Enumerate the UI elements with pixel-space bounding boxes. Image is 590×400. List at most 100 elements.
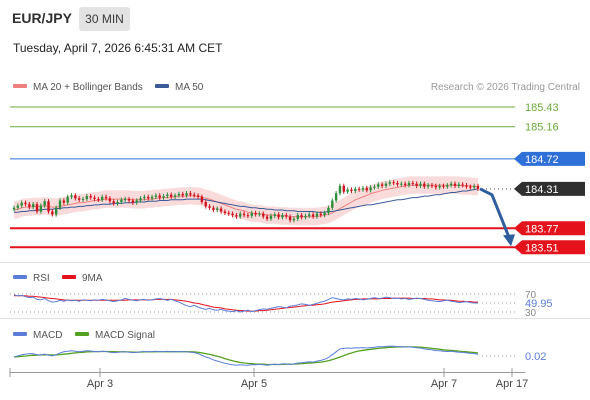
candle (43, 199, 46, 208)
candle (242, 211, 246, 218)
candle-body (415, 183, 418, 186)
candle-body (143, 196, 146, 199)
candle-body (74, 195, 77, 199)
candle (373, 184, 376, 190)
candle-body (150, 196, 154, 199)
candle-body (47, 201, 50, 212)
candle (100, 194, 104, 202)
candle (170, 192, 173, 200)
candle (315, 211, 319, 219)
candle-body (308, 214, 311, 216)
candle (51, 209, 54, 217)
candle (365, 185, 368, 193)
ma20-line (13, 184, 478, 218)
candle (31, 201, 35, 210)
candle (20, 200, 23, 208)
candle-body (193, 194, 196, 196)
candle (323, 210, 326, 218)
candle-body (89, 196, 92, 198)
candle (281, 212, 284, 220)
candle (124, 196, 127, 202)
candle (235, 212, 238, 219)
candle (173, 193, 177, 200)
candle-body (461, 184, 464, 186)
candle (120, 197, 123, 205)
candle-body (380, 184, 384, 186)
candle-body (54, 207, 58, 215)
candle (181, 191, 184, 198)
candle (154, 193, 158, 200)
candle-body (369, 187, 372, 191)
candle (193, 192, 196, 198)
rsi-level-label: 70 (525, 290, 537, 301)
candle (311, 212, 315, 219)
candle (58, 198, 62, 211)
candle (327, 205, 330, 216)
candle-body (453, 183, 457, 186)
candle-body (423, 183, 426, 187)
candle (419, 181, 422, 189)
legend-swatch-macd-signal (75, 332, 89, 336)
candle-body (465, 185, 468, 187)
candle (277, 212, 280, 220)
candle-body (346, 189, 349, 192)
candle (47, 199, 50, 214)
candle-body (196, 195, 200, 197)
candle-body (239, 213, 242, 217)
candle-body (442, 185, 445, 187)
candle-body (24, 202, 27, 205)
candle-body (135, 200, 138, 203)
candle-body (200, 196, 204, 202)
candle (208, 204, 211, 211)
rsi-last-label: 49.95 (525, 298, 553, 310)
last-price-badge: 184.31 (514, 181, 585, 196)
candle-body (342, 185, 345, 192)
candle (185, 191, 188, 198)
candle (304, 213, 307, 220)
candle-body (377, 184, 380, 187)
candle-body (242, 213, 246, 216)
candle-body (112, 201, 115, 204)
candle-body (403, 183, 407, 186)
candle-body (304, 215, 307, 218)
candle-body (85, 196, 89, 200)
candle (219, 206, 223, 214)
forecast-arrow-head (503, 234, 515, 247)
candle (196, 193, 200, 200)
candle (104, 194, 108, 201)
candle (361, 185, 365, 192)
candle (77, 196, 81, 202)
candle-body (281, 215, 284, 218)
candle (246, 212, 250, 219)
candle (407, 180, 411, 188)
candle-body (288, 216, 292, 221)
candle (319, 211, 322, 218)
candle (403, 181, 407, 188)
candle-body (327, 207, 330, 213)
support-badge: 183.77 (514, 221, 585, 236)
candle (453, 181, 457, 189)
interval-selector[interactable]: 30 MIN (79, 7, 130, 31)
candle (269, 213, 273, 221)
candle (131, 198, 135, 205)
candle (331, 198, 334, 211)
candle (250, 210, 253, 219)
candle (465, 182, 468, 189)
candle-body (411, 182, 415, 184)
candle (54, 205, 58, 217)
candle (426, 182, 430, 189)
candle (300, 212, 303, 220)
candle (16, 203, 20, 211)
candle-body (51, 211, 54, 215)
candle (472, 183, 476, 190)
candle (411, 180, 415, 186)
rsi-level-label: 30 (525, 308, 537, 319)
candle-body (39, 205, 43, 212)
candle (85, 193, 89, 202)
candle (93, 195, 96, 202)
candle (162, 193, 165, 200)
candle (438, 183, 441, 190)
legend-label-macd-signal: MACD Signal (95, 330, 155, 341)
candle (338, 183, 342, 196)
